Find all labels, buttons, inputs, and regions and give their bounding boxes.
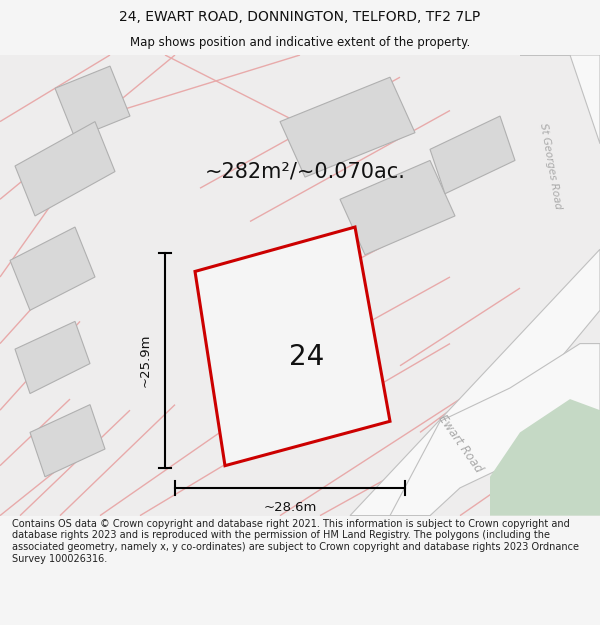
- Text: Contains OS data © Crown copyright and database right 2021. This information is : Contains OS data © Crown copyright and d…: [12, 519, 579, 564]
- Text: Map shows position and indicative extent of the property.: Map shows position and indicative extent…: [130, 36, 470, 49]
- Text: ~28.6m: ~28.6m: [263, 501, 317, 514]
- Polygon shape: [55, 66, 130, 138]
- Polygon shape: [390, 344, 600, 516]
- Polygon shape: [195, 227, 390, 466]
- Polygon shape: [350, 249, 600, 516]
- Text: St Georges Road: St Georges Road: [538, 122, 562, 210]
- Polygon shape: [430, 116, 515, 194]
- Text: Ewart Road: Ewart Road: [435, 412, 485, 475]
- Polygon shape: [340, 161, 455, 255]
- Polygon shape: [15, 321, 90, 394]
- Polygon shape: [10, 227, 95, 310]
- Text: 24: 24: [289, 344, 324, 371]
- Text: 24, EWART ROAD, DONNINGTON, TELFORD, TF2 7LP: 24, EWART ROAD, DONNINGTON, TELFORD, TF2…: [119, 10, 481, 24]
- Polygon shape: [280, 78, 415, 177]
- Polygon shape: [30, 404, 105, 477]
- Text: ~25.9m: ~25.9m: [139, 334, 151, 387]
- Text: ~282m²/~0.070ac.: ~282m²/~0.070ac.: [205, 161, 406, 181]
- Polygon shape: [490, 399, 600, 516]
- Polygon shape: [520, 55, 600, 144]
- Polygon shape: [15, 122, 115, 216]
